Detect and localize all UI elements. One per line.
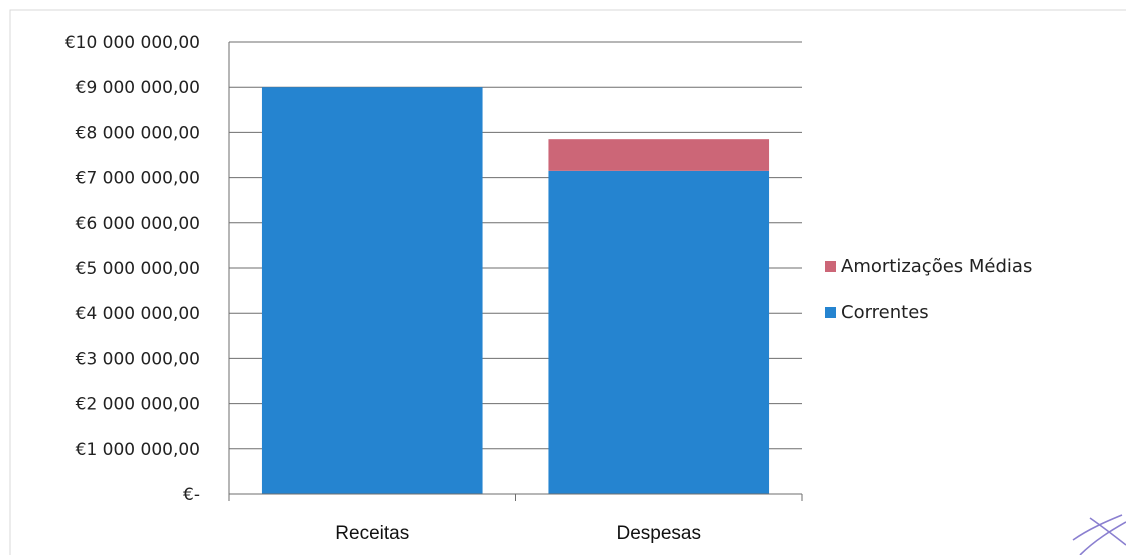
y-tick-label: €9 000 000,00	[76, 78, 200, 98]
chart-border	[9, 9, 1126, 560]
signature-scribble	[1072, 514, 1126, 556]
x-category-label: Despesas	[617, 523, 702, 544]
y-tick-label: €5 000 000,00	[76, 259, 200, 279]
bars	[261, 87, 770, 494]
legend-swatch	[825, 307, 836, 318]
legend-label: Amortizações Médias	[841, 256, 1032, 277]
y-tick-label: €7 000 000,00	[76, 169, 200, 189]
y-tick-label: €-	[183, 485, 200, 505]
y-tick-label: €2 000 000,00	[76, 395, 200, 415]
y-tick-label: €1 000 000,00	[76, 440, 200, 460]
legend-swatch	[825, 261, 836, 272]
y-tick-label: €6 000 000,00	[76, 214, 200, 234]
bar-segment	[548, 139, 770, 171]
bar-segment	[261, 87, 483, 494]
x-category-label: Receitas	[335, 523, 409, 544]
bar-segment	[548, 170, 770, 494]
legend-label: Correntes	[841, 302, 929, 323]
y-tick-label: €10 000 000,00	[65, 33, 200, 53]
axes: €- €1 000 000,00 €2 000 000,00 €3 000 000,0…	[65, 33, 803, 544]
y-tick-label: €3 000 000,00	[76, 349, 200, 369]
y-tick-label: €8 000 000,00	[76, 123, 200, 143]
legend: Amortizações Médias Correntes	[825, 256, 1032, 323]
y-tick-label: €4 000 000,00	[76, 304, 200, 324]
